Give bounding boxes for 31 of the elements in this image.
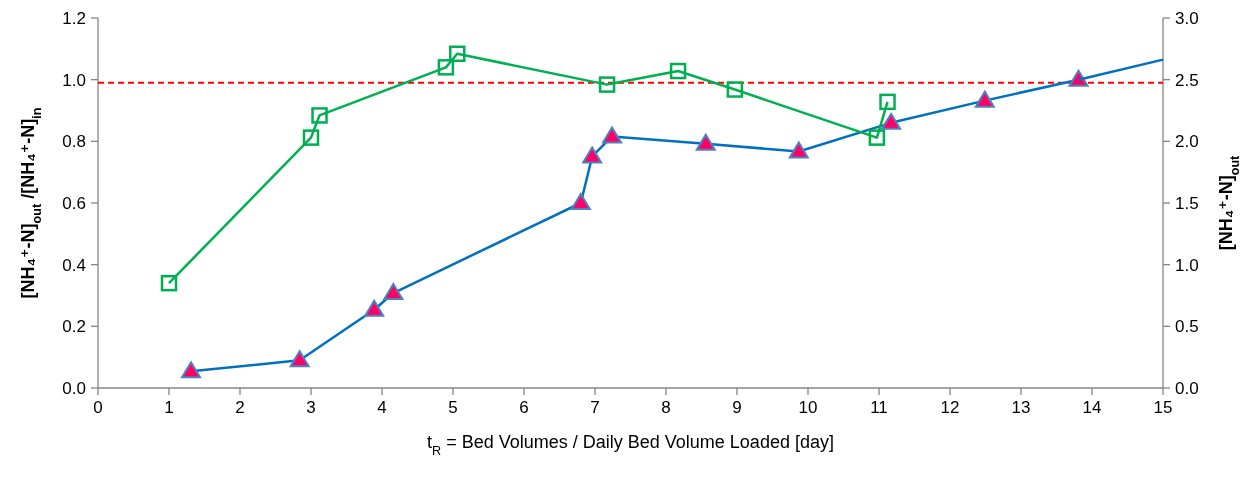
x-tick-label: 14 [1082,398,1102,417]
y2-tick-label: 1.0 [1175,255,1199,275]
x-tick-label: 5 [448,398,458,417]
x-tick-label: 7 [590,398,600,417]
x-tick-label: 4 [377,398,387,417]
x-axis-title: t$_{R}$ = Bed Volumes / Daily Bed Volume Loaded [day] [427,432,834,458]
y-tick-label: 1.2 [62,9,86,28]
x-tick-label: 0 [93,398,103,417]
x-tick-label: 1 [164,398,174,417]
y2-tick-label: 3.0 [1175,9,1199,28]
x-tick-label: 8 [661,398,671,417]
y-tick-label: 0.4 [62,255,86,275]
y2-tick-label: 2.5 [1175,70,1199,90]
y2-tick-label: 2.0 [1175,132,1199,152]
y-tick-label: 0.8 [62,132,86,152]
y-tick-label: 0.6 [62,194,86,213]
y2-tick-label: 0.0 [1175,379,1199,398]
y2-tick-label: 1.5 [1175,194,1199,213]
x-tick-label: 3 [306,398,316,417]
x-tick-label: 11 [870,398,888,417]
x-tick-label: 10 [798,398,818,417]
x-tick-label: 6 [519,398,529,417]
y-tick-label: 0.2 [62,317,86,337]
y-tick-label: 1.0 [62,70,86,90]
x-tick-label: 15 [1153,398,1173,417]
x-tick-label: 2 [235,398,245,417]
y-tick-label: 0.0 [62,379,86,398]
x-tick-label: 13 [1011,398,1031,417]
x-tick-label: 9 [732,398,742,417]
x-tick-label: 12 [940,398,960,417]
y2-tick-label: 0.5 [1175,317,1199,337]
